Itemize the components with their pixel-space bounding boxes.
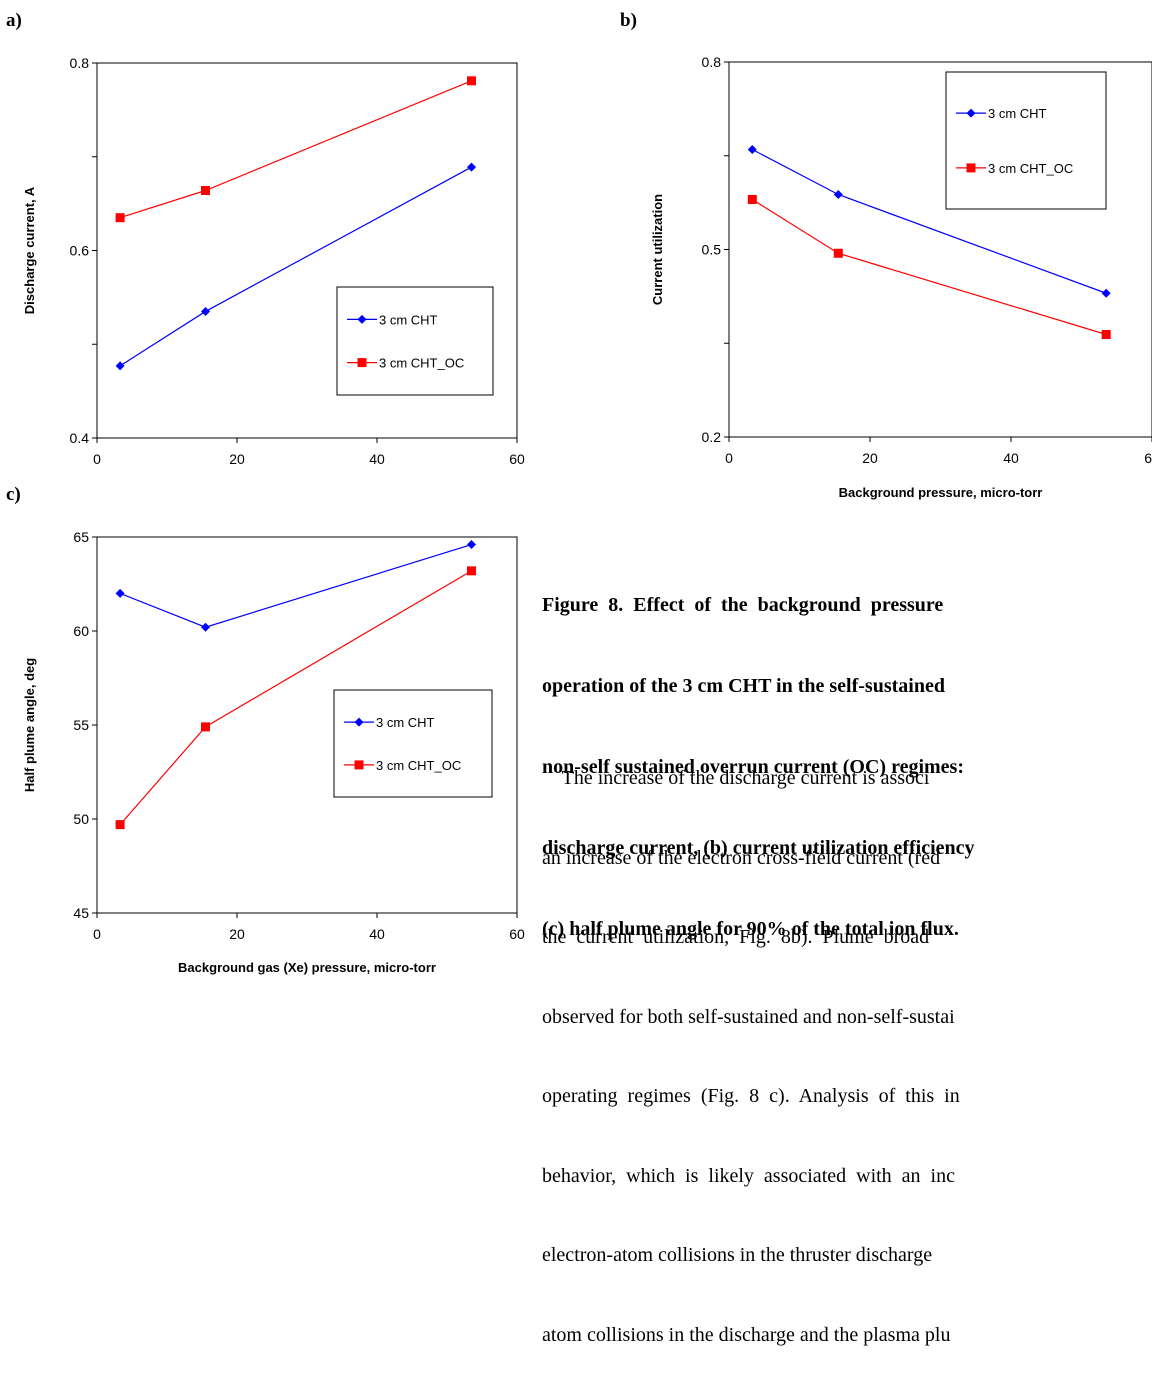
legend-label: 3 cm CHT_OC xyxy=(379,356,464,371)
data-point xyxy=(467,162,476,172)
data-point xyxy=(115,213,125,223)
legend-label: 3 cm CHT xyxy=(988,106,1047,121)
data-point xyxy=(747,145,757,154)
y-axis-label: Discharge current, A xyxy=(22,186,37,314)
panel-label-a: a) xyxy=(6,10,22,31)
x-tick-label: 0 xyxy=(93,451,101,467)
chart-c: 45 50 55 60 65 0 20 40 60 Half plume angle, deg Ba… xyxy=(22,529,525,975)
y-tick-label: 0.8 xyxy=(702,54,722,70)
caption-line: discharge current, (b) current utilizati… xyxy=(542,837,975,859)
x-tick-label: 60 xyxy=(1144,450,1152,466)
x-tick-label: 60 xyxy=(509,926,525,942)
data-point xyxy=(201,622,210,632)
x-tick-label: 0 xyxy=(93,926,101,942)
chart-b: 0.2 0.5 0.8 0 20 40 60 Current utilization Backg… xyxy=(650,54,1152,500)
legend-marker xyxy=(354,717,364,727)
body-paragraph: The increase of the discharge current is… xyxy=(542,712,1152,1375)
panel-label-b: b) xyxy=(620,10,637,31)
legend-marker xyxy=(966,108,976,118)
x-tick-label: 20 xyxy=(229,926,245,942)
legend-label: 3 cm CHT_OC xyxy=(988,161,1073,176)
y-tick-label: 50 xyxy=(73,811,89,827)
legend-marker xyxy=(966,163,976,173)
panel-label-c: c) xyxy=(6,484,21,505)
series-line-2 xyxy=(751,198,1107,336)
x-tick-label: 40 xyxy=(1003,450,1019,466)
body-line: the current utilization, Fig. 8b). Plume… xyxy=(542,926,930,948)
data-point xyxy=(833,248,843,258)
data-point xyxy=(1101,330,1111,339)
x-tick-label: 40 xyxy=(369,451,385,467)
data-point xyxy=(467,76,476,86)
body-line: The increase of the discharge current is… xyxy=(542,767,930,789)
data-point xyxy=(115,588,125,598)
y-tick-label: 0.2 xyxy=(702,429,722,445)
figure-caption: Figure 8. Effect of the background press… xyxy=(542,538,1152,970)
y-tick-label: 65 xyxy=(73,529,89,545)
y-tick-label: 0.8 xyxy=(70,55,90,71)
caption-line: Figure 8. Effect of the background press… xyxy=(542,594,944,616)
body-line: electron-atom collisions in the thruster… xyxy=(542,1244,933,1266)
legend-marker xyxy=(354,760,364,770)
legend-box xyxy=(333,689,493,798)
data-point xyxy=(833,190,843,199)
data-point xyxy=(201,186,210,195)
caption-line: (c) half plume angle for 90% of the tota… xyxy=(542,918,959,940)
body-line: observed for both self-sustained and non… xyxy=(542,1005,955,1028)
x-tick-label: 60 xyxy=(509,451,525,467)
y-tick-label: 60 xyxy=(73,623,89,639)
legend-box xyxy=(336,286,494,396)
y-tick-label: 0.4 xyxy=(70,430,90,446)
y-tick-label: 0.6 xyxy=(70,243,90,259)
data-point xyxy=(467,566,476,576)
y-axis-label: Half plume angle, deg xyxy=(22,658,37,792)
x-tick-label: 0 xyxy=(725,450,733,466)
figure-8-charts: 0.4 0.6 0.8 0 20 40 60 Discharge current, A 3 cm… xyxy=(22,54,1152,975)
x-axis-label: Background gas (Xe) pressure, micro-torr xyxy=(178,960,436,975)
x-tick-label: 40 xyxy=(369,926,385,942)
x-tick-label: 20 xyxy=(862,450,878,466)
legend-box xyxy=(945,71,1107,210)
body-line: operating regimes (Fig. 8 c). Analysis o… xyxy=(542,1085,960,1107)
body-line: behavior, which is likely associated wit… xyxy=(542,1164,955,1187)
x-tick-label: 20 xyxy=(229,451,245,467)
legend-label: 3 cm CHT xyxy=(379,312,438,327)
body-line: an increase of the electron cross-field … xyxy=(542,846,941,869)
data-point xyxy=(1101,288,1111,298)
data-point xyxy=(115,361,125,371)
legend-label: 3 cm CHT_OC xyxy=(376,758,461,773)
y-axis-label: Current utilization xyxy=(650,194,665,305)
y-tick-label: 0.5 xyxy=(702,242,722,258)
data-point xyxy=(747,195,757,204)
caption-line: non-self sustained overrun current (OC) … xyxy=(542,756,964,778)
chart-a: 0.4 0.6 0.8 0 20 40 60 Discharge current, A 3 cm… xyxy=(22,55,525,467)
data-point xyxy=(115,820,125,830)
data-point xyxy=(201,722,210,732)
series-line-2 xyxy=(119,80,472,219)
y-tick-label: 55 xyxy=(73,717,89,733)
x-axis-label: Background pressure, micro-torr xyxy=(839,485,1043,500)
data-point xyxy=(467,540,476,550)
y-tick-label: 45 xyxy=(73,905,89,921)
legend-marker xyxy=(357,358,367,368)
series-line-1 xyxy=(119,543,472,628)
legend-marker xyxy=(357,314,367,324)
data-point xyxy=(201,306,210,316)
caption-line: operation of the 3 cm CHT in the self-su… xyxy=(542,675,945,697)
body-line: atom collisions in the discharge and the… xyxy=(542,1323,951,1346)
legend-label: 3 cm CHT xyxy=(376,715,435,730)
